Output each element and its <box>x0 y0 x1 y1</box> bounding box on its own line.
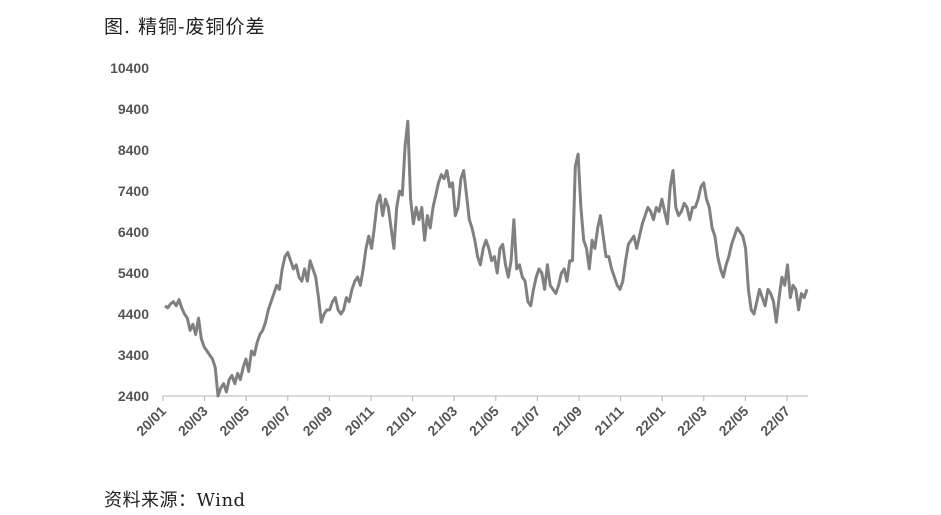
y-axis: 2400 3400 4400 5400 6400 7400 8400 9400 10400 <box>110 60 149 404</box>
figure-title: 图. 精铜-废铜价差 <box>104 16 266 38</box>
x-tick-label: 20/03 <box>175 403 211 439</box>
x-tick-label: 20/07 <box>258 403 294 439</box>
y-tick-label: 7400 <box>118 183 149 199</box>
x-tick-label: 20/01 <box>133 403 169 439</box>
series-layer <box>164 119 809 398</box>
x-tick-label: 22/03 <box>674 403 710 439</box>
x-axis: 20/01 20/03 20/05 20/07 20/09 20/11 21/01 21/03… <box>133 396 793 439</box>
x-tick-label: 21/03 <box>424 403 460 439</box>
x-tick-label: 21/09 <box>549 403 585 439</box>
x-tick-label: 22/07 <box>757 403 793 439</box>
y-tick-label: 9400 <box>118 101 149 117</box>
x-tick-label: 21/05 <box>466 403 502 439</box>
y-tick-label: 8400 <box>118 142 149 158</box>
data-source: 资料来源：Wind <box>104 490 246 511</box>
x-tick-label: 21/07 <box>507 403 543 439</box>
x-tick-label: 20/05 <box>216 403 252 439</box>
x-tick-label: 22/05 <box>715 403 751 439</box>
x-tick-label: 20/11 <box>342 403 378 439</box>
x-tick-label: 21/11 <box>591 403 627 439</box>
y-tick-label: 5400 <box>118 265 149 281</box>
y-tick-label: 6400 <box>118 224 149 240</box>
x-tick-label: 20/09 <box>299 403 335 439</box>
y-tick-label: 4400 <box>118 306 149 322</box>
y-tick-label: 3400 <box>118 347 149 363</box>
y-tick-label: 2400 <box>118 388 149 404</box>
series-line-0 <box>164 119 809 398</box>
y-tick-label: 10400 <box>110 60 149 76</box>
x-tick-label: 22/01 <box>632 403 668 439</box>
x-tick-label: 21/01 <box>383 403 419 439</box>
